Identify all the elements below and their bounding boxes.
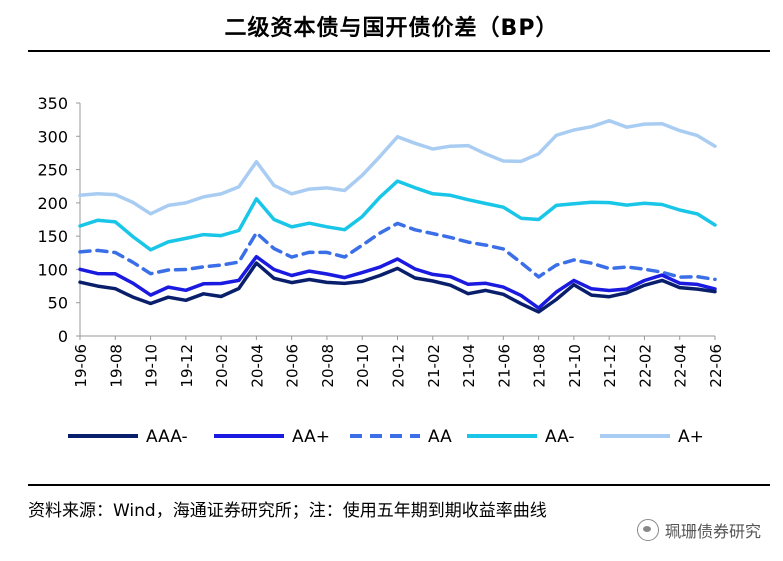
- y-tick-label: 0: [58, 327, 68, 346]
- source-divider: [28, 484, 770, 486]
- watermark: 珮珊债券研究: [636, 518, 761, 542]
- watermark-label: 珮珊债券研究: [664, 522, 761, 541]
- x-tick-label: 21-12: [601, 344, 619, 388]
- wechat-icon: [636, 519, 659, 541]
- x-tick-label: 20-12: [390, 344, 408, 388]
- x-tick-label: 20-06: [284, 344, 302, 388]
- series-line-AAminus: [78, 179, 717, 252]
- x-tick-label: 21-10: [566, 344, 584, 388]
- x-tick-label: 21-02: [425, 344, 443, 388]
- x-tick-label: 22-02: [636, 344, 654, 388]
- series-line-AA: [78, 221, 717, 282]
- legend-label: AAA-: [146, 427, 188, 447]
- title-divider: [28, 50, 770, 52]
- legend-label: A+: [678, 427, 704, 447]
- source-note: 资料来源：Wind，海通证券研究所；注：使用五年期到期收益率曲线: [28, 501, 547, 521]
- x-tick-label: 19-12: [178, 344, 196, 388]
- series-line-Aplus: [78, 118, 717, 216]
- x-tick-label: 21-04: [460, 344, 478, 388]
- x-tick-label: 19-06: [72, 344, 90, 388]
- series-line-AAplus: [78, 254, 717, 310]
- y-tick-label: 100: [37, 260, 68, 279]
- y-tick-label: 300: [37, 127, 68, 146]
- x-tick-label: 20-02: [213, 344, 231, 388]
- x-tick-label: 22-06: [707, 344, 725, 388]
- legend-label: AA+: [292, 427, 330, 447]
- y-tick-label: 350: [37, 94, 68, 113]
- y-tick-label: 250: [37, 161, 68, 180]
- x-tick-label: 22-04: [672, 344, 690, 388]
- x-tick-label: 19-10: [143, 344, 161, 388]
- x-tick-label: 20-10: [354, 344, 372, 388]
- y-tick-label: 50: [48, 294, 68, 313]
- chart-area: 0 50 100 150 200 250 300 350 19-06 19-08 19-10 19-1…: [37, 94, 725, 447]
- x-tick-label: 19-08: [107, 344, 125, 388]
- chart-title: 二级资本债与国开债价差（BP）: [224, 16, 559, 41]
- series-line-AAAminus: [78, 261, 717, 314]
- x-tick-label: 21-08: [531, 344, 549, 388]
- legend-label: AA-: [545, 427, 575, 447]
- x-tick-label: 20-04: [248, 344, 266, 388]
- y-tick-label: 150: [37, 227, 68, 246]
- legend-label: AA: [428, 427, 452, 447]
- y-tick-label: 200: [37, 194, 68, 213]
- x-tick-label: 20-08: [319, 344, 337, 388]
- x-tick-label: 21-06: [495, 344, 513, 388]
